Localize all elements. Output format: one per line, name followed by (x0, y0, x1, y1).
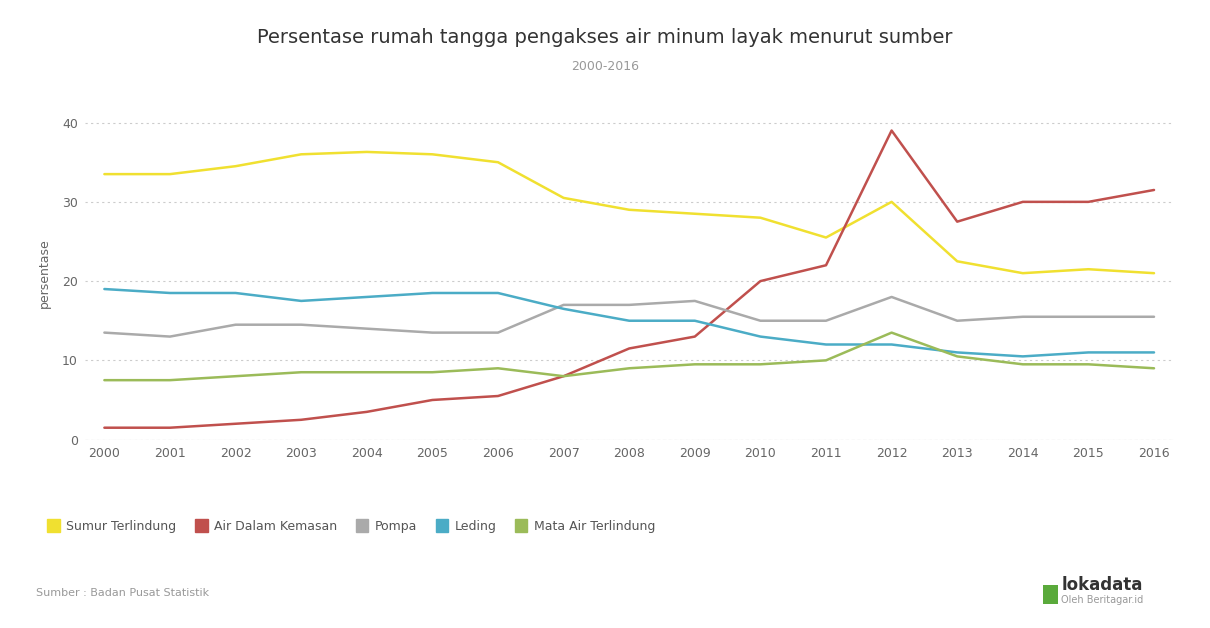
Text: 2000-2016: 2000-2016 (571, 60, 639, 73)
Text: Sumber : Badan Pusat Statistik: Sumber : Badan Pusat Statistik (36, 588, 209, 598)
Y-axis label: persentase: persentase (38, 238, 51, 308)
Legend: Sumur Terlindung, Air Dalam Kemasan, Pompa, Leding, Mata Air Terlindung: Sumur Terlindung, Air Dalam Kemasan, Pom… (47, 519, 655, 533)
Text: Oleh Beritagar.id: Oleh Beritagar.id (1061, 595, 1143, 605)
Text: lokadata: lokadata (1061, 577, 1142, 594)
Text: Persentase rumah tangga pengakses air minum layak menurut sumber: Persentase rumah tangga pengakses air mi… (258, 28, 952, 47)
